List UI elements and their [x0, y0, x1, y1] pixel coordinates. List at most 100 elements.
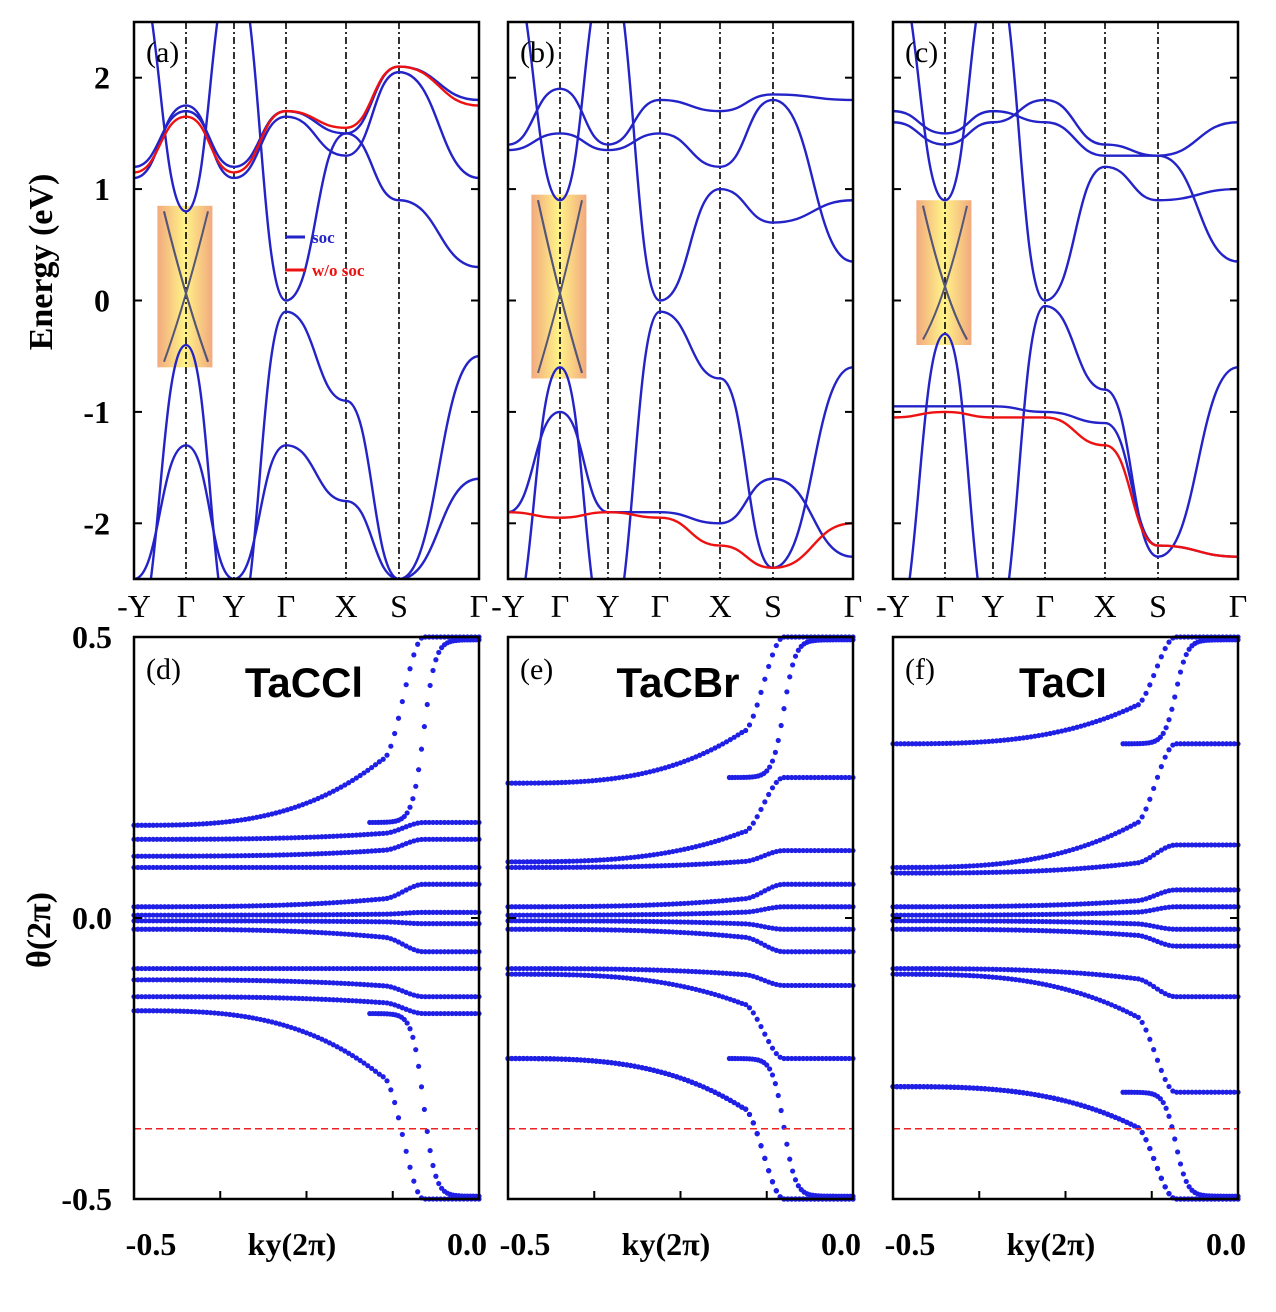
wcc-point — [982, 869, 988, 876]
wcc-point — [273, 835, 279, 841]
wcc-point — [353, 832, 359, 838]
panel-label: (d) — [146, 653, 181, 686]
wcc-point — [1208, 994, 1214, 1000]
wcc-point — [589, 972, 595, 979]
wcc-point — [215, 853, 221, 859]
wcc-point — [338, 931, 344, 937]
wcc-point — [796, 881, 802, 887]
wcc-point — [913, 1084, 919, 1090]
wcc-point — [146, 904, 152, 910]
wcc-point — [513, 912, 519, 918]
wcc-point — [1135, 1014, 1141, 1020]
wcc-point — [735, 909, 741, 916]
wcc-point — [250, 927, 256, 933]
wcc-point — [1001, 1087, 1007, 1094]
wcc-point — [1105, 920, 1111, 926]
wcc-point — [135, 918, 141, 924]
wcc-point — [181, 926, 187, 932]
wcc-point — [913, 965, 919, 972]
wcc-point — [990, 966, 996, 972]
wcc-point — [284, 918, 290, 924]
wcc-point — [612, 903, 618, 909]
wcc-point — [944, 740, 950, 746]
wcc-point — [654, 863, 661, 869]
wcc-point — [727, 920, 733, 926]
wcc-point — [254, 864, 260, 871]
wcc-point — [835, 881, 841, 887]
wcc-point — [635, 976, 641, 982]
wcc-point — [767, 1066, 773, 1072]
wcc-point — [1105, 910, 1111, 916]
wcc-point — [311, 965, 317, 972]
wcc-point — [978, 926, 984, 933]
wcc-point — [449, 1010, 455, 1017]
wcc-point — [1186, 1184, 1192, 1190]
wcc-point — [940, 870, 946, 876]
wcc-point — [898, 1084, 904, 1090]
wcc-point — [1185, 943, 1191, 949]
wcc-point — [365, 767, 371, 773]
wcc-point — [716, 743, 722, 749]
wcc-point — [372, 965, 379, 972]
wcc-point — [631, 902, 638, 909]
wcc-point — [288, 978, 294, 984]
dirac-cone-line — [537, 200, 583, 374]
wcc-point — [468, 965, 474, 972]
wcc-point — [697, 910, 703, 917]
wcc-point — [1070, 919, 1076, 925]
wcc-point — [612, 775, 618, 781]
wcc-point — [173, 1008, 179, 1014]
wcc-point — [651, 918, 657, 925]
wcc-point — [639, 977, 645, 983]
wcc-point — [1124, 920, 1130, 927]
wcc-point — [461, 909, 467, 915]
wcc-point — [158, 965, 164, 972]
wcc-point — [415, 837, 421, 843]
wcc-point — [928, 741, 934, 747]
wcc-point — [384, 919, 390, 925]
wcc-point — [631, 976, 638, 982]
wcc-point — [280, 918, 287, 924]
wcc-point — [932, 966, 938, 972]
wcc-point — [464, 921, 471, 927]
wcc-point — [513, 864, 519, 871]
wcc-point — [593, 918, 599, 924]
band-panel: -Y Γ Y Γ X S Γ(b) — [491, 20, 862, 624]
x-axis-label: ky(2π) — [1007, 1226, 1096, 1262]
wcc-point — [978, 973, 984, 979]
wcc-point — [292, 978, 298, 985]
wcc-point — [570, 926, 576, 933]
wcc-point — [1070, 970, 1076, 976]
wcc-point — [997, 903, 1003, 909]
wcc-point — [758, 890, 764, 896]
wcc-point — [792, 1055, 799, 1062]
wcc-point — [1223, 904, 1230, 910]
wcc-point — [334, 864, 340, 871]
wcc-point — [1097, 972, 1103, 978]
wcc-point — [1016, 977, 1023, 983]
wcc-point — [835, 774, 841, 781]
dirac-cone-line — [922, 205, 968, 340]
wcc-point — [453, 909, 459, 915]
wcc-point — [631, 912, 638, 918]
wcc-point — [913, 741, 919, 747]
wcc-point — [1024, 918, 1030, 924]
wcc-point — [227, 912, 233, 918]
wcc-point — [804, 774, 810, 781]
wcc-point — [1028, 927, 1034, 933]
wcc-point — [334, 850, 340, 856]
wcc-point — [944, 972, 950, 978]
legend-wo-soc-label: w/o soc — [312, 261, 365, 280]
wcc-point — [273, 912, 279, 918]
wcc-point — [242, 927, 248, 933]
wcc-point — [978, 1085, 984, 1092]
wcc-point — [601, 777, 607, 783]
wcc-point — [372, 864, 379, 871]
wcc-point — [395, 891, 402, 897]
wcc-point — [242, 836, 248, 842]
wcc-point — [536, 912, 542, 918]
wcc-point — [208, 836, 214, 842]
wcc-point — [731, 1099, 737, 1106]
wcc-point — [785, 926, 791, 932]
wcc-point — [265, 965, 271, 972]
